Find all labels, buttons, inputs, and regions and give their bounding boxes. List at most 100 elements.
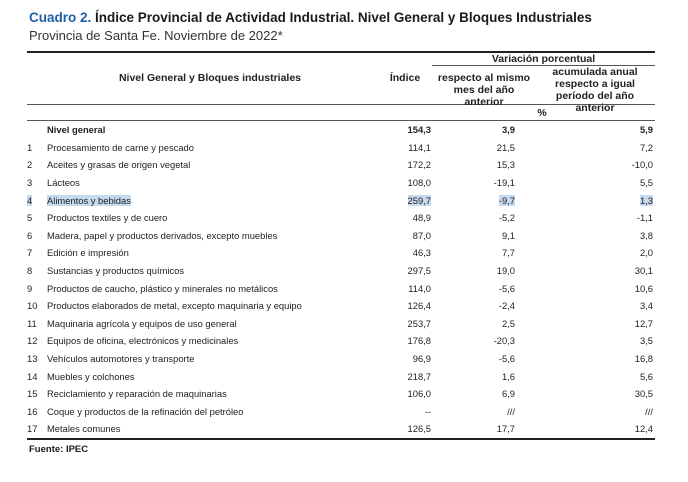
row-index: 46,3 [412, 247, 431, 259]
row-var-cumulative: 5,6 [639, 370, 653, 382]
row-var-cumulative: 12,7 [634, 317, 653, 329]
header-mid-rule [27, 104, 655, 105]
row-label: Vehículos automotores y transporte [47, 353, 195, 365]
row-index: 96,9 [412, 353, 431, 365]
row-index: 154,3 [407, 124, 431, 136]
row-index: 297,5 [407, 265, 431, 277]
row-number: 5 [27, 212, 33, 224]
row-var-month: -19,1 [493, 177, 515, 189]
row-index: 106,0 [407, 388, 431, 400]
row-number: 9 [27, 282, 33, 294]
row-number: 7 [27, 247, 33, 259]
row-var-cumulative: 7,2 [639, 141, 653, 153]
row-label: Muebles y colchones [47, 370, 135, 382]
row-var-cumulative: /// [645, 405, 653, 417]
row-index: 126,4 [407, 300, 431, 312]
table-title-text: Índice Provincial de Actividad Industria… [95, 10, 592, 25]
row-var-cumulative: -1,1 [636, 212, 653, 224]
highlighted-text: 4 [27, 194, 33, 206]
row-index: 114,1 [408, 141, 431, 153]
row-number: 2 [27, 159, 33, 171]
row-var-cumulative: -10,0 [631, 159, 653, 171]
row-label: Productos elaborados de metal, excepto m… [47, 300, 302, 312]
row-index: 108,0 [407, 177, 431, 189]
table-row: 6 Madera, papel y productos derivados, ex… [27, 227, 655, 245]
table-row: 10 Productos elaborados de metal, excepto… [27, 297, 655, 315]
row-var-month: 2,5 [501, 317, 515, 329]
table-row: 15 Reciclamiento y reparación de maquinar… [27, 385, 655, 403]
row-number: 17 [27, 423, 38, 435]
row-label: Edición e impresión [47, 247, 129, 259]
table-row: 5 Productos textiles y de cuero 48,9 -5,2 -1… [27, 209, 655, 227]
row-var-month: 6,9 [501, 388, 515, 400]
row-var-cumulative: 5,9 [639, 124, 653, 136]
row-index: 48,9 [412, 212, 431, 224]
row-label: Metales comunes [47, 423, 121, 435]
highlighted-text: 1,3 [639, 194, 653, 206]
row-var-month: -20,3 [493, 335, 515, 347]
source-note: Fuente: IPEC [29, 444, 89, 455]
row-number: 1 [27, 141, 33, 153]
table-number: Cuadro 2. [29, 10, 92, 25]
row-var-cumulative: 16,8 [634, 353, 653, 365]
table-subtitle: Provincia de Santa Fe. Noviembre de 2022… [29, 28, 283, 43]
row-var-cumulative: 30,1 [634, 265, 653, 277]
row-var-cumulative: 5,5 [639, 177, 653, 189]
table-row: 1 Procesamiento de carne y pescado 114,1 21… [27, 139, 655, 157]
row-number: 12 [27, 335, 38, 347]
highlighted-text: 259,7 [407, 194, 431, 206]
row-label: Madera, papel y productos derivados, exc… [47, 229, 278, 241]
row-var-cumulative: 3,5 [639, 335, 653, 347]
table-row: 13 Vehículos automotores y transporte 96,9… [27, 350, 655, 368]
row-label: Alimentos y bebidas [47, 191, 347, 209]
row-label: Coque y productos de la refinación del p… [47, 405, 244, 417]
header-index-column: Índice [389, 72, 421, 84]
row-index: 87,0 [412, 229, 431, 241]
data-table: Nivel general 154,3 3,9 5,9 1 Procesamiento d… [27, 121, 655, 438]
highlighted-text: Alimentos y bebidas [47, 194, 131, 206]
table-title: Cuadro 2. Índice Provincial de Actividad… [29, 10, 592, 25]
table-row: 11 Maquinaria agrícola y equipos de uso g… [27, 315, 655, 333]
row-var-cumulative: 3,8 [639, 229, 653, 241]
header-top-rule [27, 51, 655, 53]
row-number: 16 [27, 405, 38, 417]
table-row: 14 Muebles y colchones 218,7 1,6 5,6 [27, 367, 655, 385]
header-variation-group: Variación porcentual [491, 53, 596, 65]
row-var-month: 3,9 [501, 124, 515, 136]
row-var-cumulative: 12,4 [634, 423, 653, 435]
row-number: 14 [27, 370, 38, 382]
row-label: Lácteos [47, 177, 80, 189]
row-var-month: -2,4 [498, 300, 515, 312]
row-index: 218,7 [407, 370, 431, 382]
row-var-month: 19,0 [496, 265, 515, 277]
row-var-month: 7,7 [501, 247, 515, 259]
row-var-cumulative: 1,3 [525, 191, 655, 209]
row-label: Procesamiento de carne y pescado [47, 141, 194, 153]
row-var-month: 9,1 [501, 229, 515, 241]
row-label: Reciclamiento y reparación de maquinaria… [47, 388, 227, 400]
row-var-cumulative: 30,5 [634, 388, 653, 400]
table-row: 17 Metales comunes 126,5 17,7 12,4 [27, 420, 655, 438]
row-var-month: -5,2 [498, 212, 515, 224]
header-label-column: Nivel General y Bloques industriales [118, 72, 302, 84]
row-index: 253,7 [407, 317, 431, 329]
table-row: 12 Equipos de oficina, electrónicos y med… [27, 332, 655, 350]
header-percent-unit: % [537, 107, 547, 119]
row-number: 8 [27, 265, 33, 277]
row-var-cumulative: 2,0 [639, 247, 653, 259]
table-row: 16 Coque y productos de la refinación del… [27, 403, 655, 421]
row-var-month: 21,5 [496, 141, 515, 153]
row-index: 126,5 [407, 423, 431, 435]
row-index: -- [424, 405, 431, 417]
table-row: 4 Alimentos y bebidas 259,7 -9,7 1,3 [27, 191, 655, 209]
row-label: Equipos de oficina, electrónicos y medic… [47, 335, 239, 347]
row-number: 13 [27, 353, 38, 365]
row-number: 11 [27, 317, 37, 329]
row-var-cumulative: 10,6 [634, 282, 653, 294]
row-number [27, 121, 47, 139]
row-var-month: -5,6 [498, 282, 515, 294]
row-index: 114,0 [408, 282, 431, 294]
row-number: 6 [27, 229, 33, 241]
row-var-month: 17,7 [496, 423, 515, 435]
table-row: 3 Lácteos 108,0 -19,1 5,5 [27, 174, 655, 192]
